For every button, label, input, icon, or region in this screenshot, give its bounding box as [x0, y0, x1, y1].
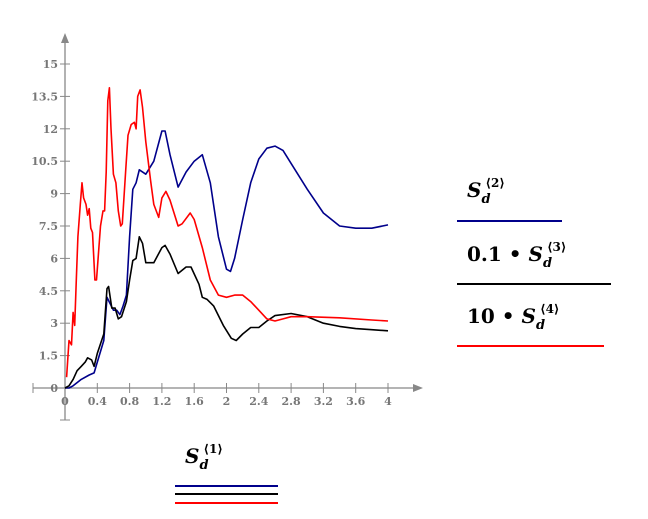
- y-axis-arrow: [61, 33, 69, 43]
- legend-line-series-3: [457, 283, 611, 285]
- series-line-4: [65, 87, 389, 378]
- legend-line-series-2: [457, 220, 562, 222]
- x-tick-label: 2.4: [249, 395, 268, 408]
- series-line-3: [64, 236, 389, 389]
- y-tick-label: 7.5: [39, 220, 58, 233]
- legend-label-series-2: Sd⟨2⟩: [467, 176, 505, 207]
- y-tick-label: 10.5: [31, 155, 58, 168]
- legend-line-series-4: [457, 345, 604, 347]
- x-tick-label: 2: [223, 395, 231, 408]
- y-tick-label: 3: [50, 317, 58, 330]
- x-tick-label: 3.2: [314, 395, 333, 408]
- y-tick-label: 9: [50, 188, 58, 201]
- x-axis-arrow: [413, 384, 423, 392]
- y-tick-label: 4.5: [39, 285, 58, 298]
- y-tick-label: 13.5: [31, 90, 58, 103]
- y-tick-label: 15: [43, 58, 58, 71]
- x-tick-label: 0.8: [120, 395, 139, 408]
- y-tick-label: 1.5: [39, 350, 58, 363]
- x-tick-label: 1.6: [185, 395, 204, 408]
- x-label-line-red: [175, 502, 278, 504]
- x-tick-label: 0: [61, 395, 69, 408]
- x-tick-label: 3.6: [346, 395, 365, 408]
- x-tick-label: 1.2: [152, 395, 171, 408]
- legend-label-series-3: 0.1 • Sd⟨3⟩: [467, 240, 567, 271]
- y-tick-label: 12: [43, 123, 58, 136]
- y-tick-label: 0: [50, 382, 58, 395]
- x-label-line-black: [175, 493, 278, 495]
- x-tick-label: 2.8: [282, 395, 301, 408]
- y-tick-label: 6: [50, 252, 58, 265]
- x-tick-label: 4: [384, 395, 392, 408]
- x-tick-label: 0.4: [88, 395, 107, 408]
- legend-label-series-4: 10 • Sd⟨4⟩: [467, 302, 560, 333]
- x-axis-label: Sd⟨1⟩: [185, 442, 223, 473]
- x-label-line-blue: [175, 485, 278, 487]
